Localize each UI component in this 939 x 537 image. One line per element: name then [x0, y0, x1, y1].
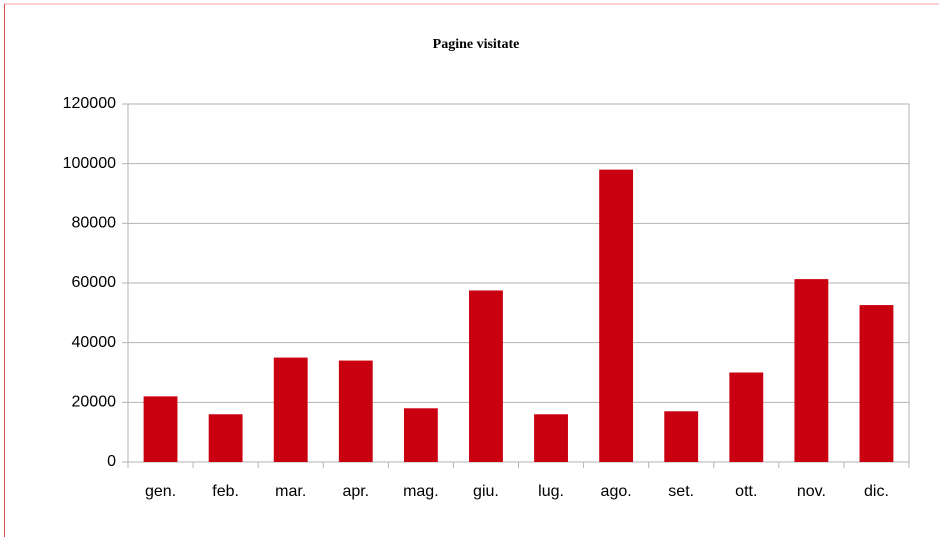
x-tick-label: nov. — [797, 483, 826, 500]
bar — [208, 414, 243, 462]
y-tick-label: 40000 — [72, 334, 117, 351]
bar — [794, 279, 829, 462]
x-tick-label: mag. — [403, 483, 439, 500]
x-tick-label: ago. — [601, 483, 632, 500]
bar — [599, 169, 634, 462]
chart-title: Pagine visitate — [433, 37, 520, 52]
y-tick-label: 100000 — [63, 155, 116, 172]
bar — [338, 360, 373, 462]
y-tick-label: 20000 — [72, 394, 117, 411]
x-tick-label: dic. — [864, 483, 889, 500]
bar — [664, 411, 699, 462]
bar — [403, 408, 438, 462]
bar — [273, 357, 308, 462]
y-tick-label: 120000 — [63, 95, 116, 112]
x-tick-label: gen. — [145, 483, 176, 500]
y-tick-label: 0 — [107, 453, 116, 470]
x-tick-label: ott. — [735, 483, 757, 500]
x-tick-label: set. — [668, 483, 694, 500]
x-tick-label: mar. — [275, 483, 306, 500]
x-tick-label: lug. — [538, 483, 564, 500]
bar — [859, 305, 894, 462]
x-tick-label: feb. — [212, 483, 239, 500]
bar — [729, 372, 764, 462]
x-tick-label: giu. — [473, 483, 499, 500]
bar — [143, 396, 178, 462]
y-tick-label: 80000 — [72, 215, 117, 232]
bar — [534, 414, 568, 462]
bar — [469, 290, 503, 462]
y-tick-label: 60000 — [72, 274, 117, 291]
x-tick-label: apr. — [342, 483, 369, 500]
